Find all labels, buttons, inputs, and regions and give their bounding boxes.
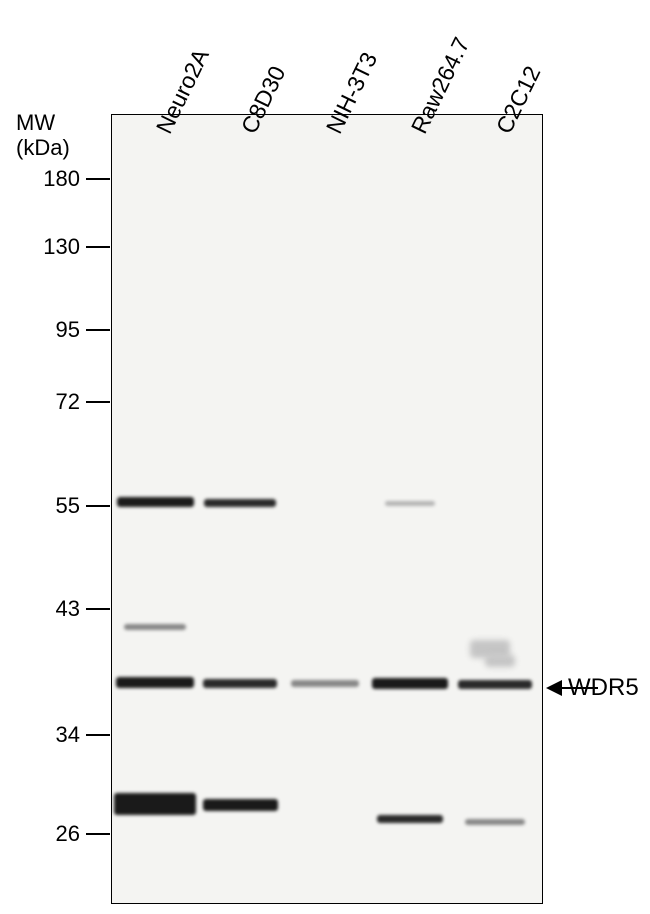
mw-header: MW (kDa) — [16, 110, 70, 161]
marker-label-72: 72 — [45, 389, 80, 415]
marker-tick-26 — [86, 833, 110, 835]
marker-tick-55 — [86, 505, 110, 507]
marker-tick-130 — [86, 246, 110, 248]
mw-text: MW — [16, 110, 55, 135]
band — [124, 624, 186, 630]
band — [385, 501, 435, 506]
band — [291, 680, 359, 687]
marker-label-180: 180 — [35, 166, 80, 192]
kda-text: (kDa) — [16, 135, 70, 160]
band — [203, 679, 277, 688]
band — [458, 680, 532, 689]
marker-label-34: 34 — [45, 722, 80, 748]
smudge-2 — [485, 655, 515, 667]
target-label-wdr5: WDR5 — [568, 674, 639, 702]
band — [377, 815, 443, 823]
band — [204, 499, 276, 507]
marker-label-95: 95 — [45, 317, 80, 343]
marker-tick-34 — [86, 734, 110, 736]
band — [372, 678, 448, 689]
marker-tick-95 — [86, 329, 110, 331]
band — [117, 497, 194, 507]
blot-figure: Neuro2A C8D30 NIH-3T3 Raw264.7 C2C12 MW … — [0, 0, 650, 914]
marker-label-26: 26 — [45, 821, 80, 847]
marker-label-43: 43 — [45, 596, 80, 622]
marker-tick-72 — [86, 401, 110, 403]
band — [116, 677, 194, 688]
marker-label-130: 130 — [35, 234, 80, 260]
blot-membrane — [111, 114, 543, 904]
arrow-head-icon — [546, 680, 562, 696]
marker-tick-180 — [86, 178, 110, 180]
marker-tick-43 — [86, 608, 110, 610]
band — [114, 793, 196, 815]
band — [203, 799, 278, 811]
band — [465, 819, 525, 825]
marker-label-55: 55 — [45, 493, 80, 519]
